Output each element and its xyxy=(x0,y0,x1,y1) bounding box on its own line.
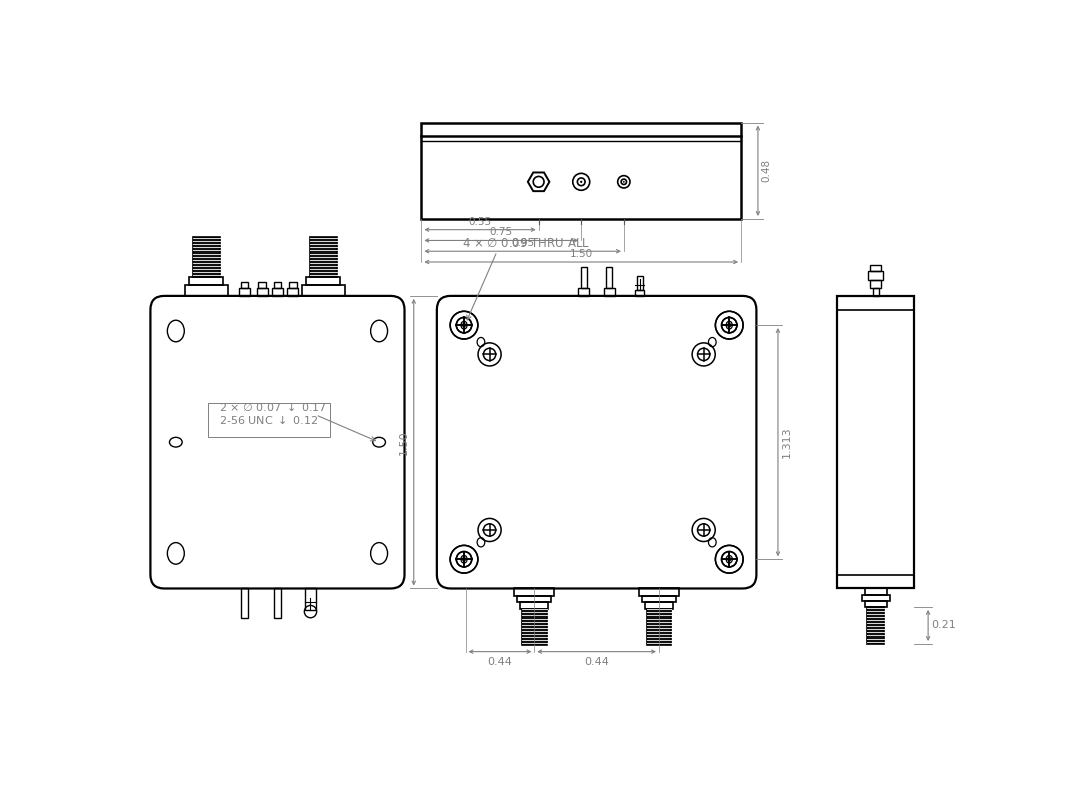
Bar xyxy=(273,589,282,618)
Bar xyxy=(302,285,345,296)
Bar xyxy=(647,608,672,645)
Text: 0.48: 0.48 xyxy=(761,159,771,183)
Bar xyxy=(606,267,613,288)
Bar xyxy=(185,285,228,296)
Text: 1.50: 1.50 xyxy=(399,430,409,455)
Bar xyxy=(514,589,555,596)
Bar xyxy=(578,288,589,296)
Bar xyxy=(645,603,673,608)
Bar xyxy=(257,288,268,296)
Bar xyxy=(306,278,341,285)
Bar xyxy=(241,589,248,618)
Bar xyxy=(241,282,248,288)
Bar xyxy=(305,589,316,610)
Bar xyxy=(865,589,887,595)
Bar xyxy=(521,603,548,608)
Bar xyxy=(873,288,879,296)
Bar xyxy=(639,589,679,596)
Circle shape xyxy=(623,181,624,183)
Bar xyxy=(580,267,587,288)
Bar xyxy=(865,601,887,607)
Bar xyxy=(871,265,881,271)
Bar xyxy=(868,607,885,644)
Bar xyxy=(273,282,282,288)
Bar xyxy=(272,288,283,296)
Ellipse shape xyxy=(726,555,733,563)
Bar xyxy=(871,281,881,288)
Bar xyxy=(258,282,266,288)
Text: 0.21: 0.21 xyxy=(931,620,956,630)
Ellipse shape xyxy=(461,555,467,563)
Text: 2 $\times$ $\varnothing$ 0.07 $\downarrow$ 0.17: 2 $\times$ $\varnothing$ 0.07 $\downarro… xyxy=(220,401,327,413)
Bar xyxy=(862,595,890,601)
Text: 0.44: 0.44 xyxy=(584,657,609,667)
Bar xyxy=(422,123,741,219)
Bar xyxy=(636,276,643,290)
Bar xyxy=(310,237,336,278)
Circle shape xyxy=(580,180,583,183)
Bar xyxy=(239,288,250,296)
Bar xyxy=(642,596,676,603)
Bar xyxy=(193,237,220,278)
Bar xyxy=(869,271,884,281)
Text: 1.313: 1.313 xyxy=(782,426,791,458)
Bar xyxy=(522,608,546,645)
Text: 1.50: 1.50 xyxy=(570,249,592,259)
Ellipse shape xyxy=(726,321,733,329)
Text: 0.75: 0.75 xyxy=(489,227,513,237)
Bar xyxy=(190,278,223,285)
Bar xyxy=(838,296,915,589)
Text: 0.95: 0.95 xyxy=(511,238,534,248)
Bar xyxy=(287,288,298,296)
Bar xyxy=(289,282,297,288)
Text: 2-56 UNC $\downarrow$ 0.12: 2-56 UNC $\downarrow$ 0.12 xyxy=(220,414,318,426)
Bar xyxy=(517,596,552,603)
Bar xyxy=(604,288,615,296)
Bar xyxy=(635,290,645,296)
Text: 0.44: 0.44 xyxy=(487,657,512,667)
Text: 0.55: 0.55 xyxy=(468,217,492,226)
Text: 4 $\times$ $\varnothing$ 0.09 THRU ALL: 4 $\times$ $\varnothing$ 0.09 THRU ALL xyxy=(463,237,590,250)
Ellipse shape xyxy=(461,321,467,329)
